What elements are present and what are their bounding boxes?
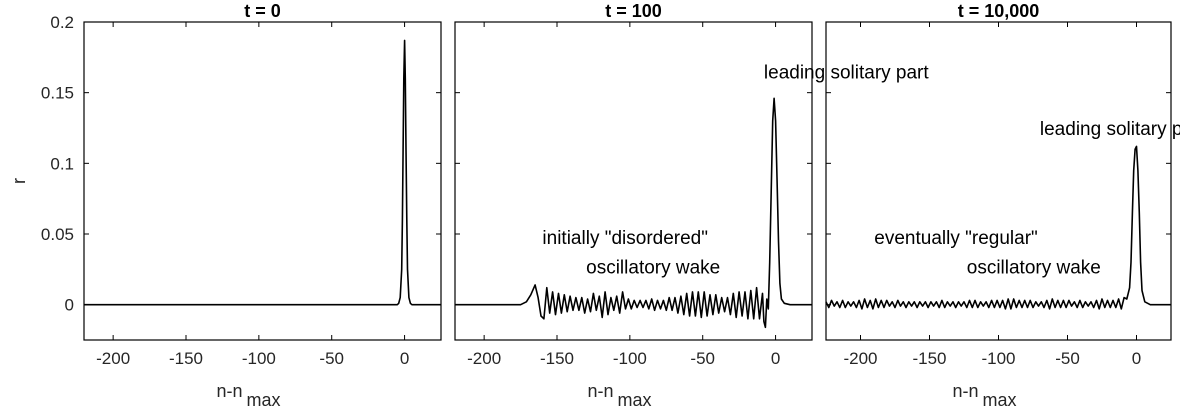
x-axis-label-main: n-n	[216, 381, 242, 401]
x-axis-label: n-n max	[952, 381, 1016, 410]
x-axis-label-subscript: max	[247, 390, 281, 410]
panel-3-annotation: eventually "regular"	[874, 228, 1037, 249]
x-tick-label: -150	[540, 349, 574, 368]
y-tick-label: 0.15	[41, 84, 74, 103]
x-axis-label-main: n-n	[952, 381, 978, 401]
panel-2-annotation: initially "disordered"	[542, 228, 708, 249]
panel-3-series-line	[825, 145, 1171, 310]
panel-3-annotation: oscillatory wake	[967, 258, 1101, 279]
x-tick-label: -200	[467, 349, 501, 368]
x-tick-label: 0	[1132, 349, 1141, 368]
x-tick-label: -150	[912, 349, 946, 368]
y-tick-label: 0.2	[50, 13, 74, 32]
panel-1-title: t = 0	[244, 1, 281, 21]
x-axis-label-main: n-n	[587, 381, 613, 401]
x-tick-label: 0	[771, 349, 780, 368]
panel-3-title: t = 10,000	[958, 1, 1040, 21]
x-tick-label: 0	[400, 349, 409, 368]
y-tick-label: 0	[65, 296, 74, 315]
panel-2-frame	[454, 21, 813, 341]
y-tick-label: 0.1	[50, 154, 74, 173]
x-axis-label-subscript: max	[618, 390, 652, 410]
y-tick-label: 0.05	[41, 225, 74, 244]
panel-1-frame	[83, 21, 442, 341]
panel-1-series-line	[84, 39, 441, 306]
x-tick-label: -100	[613, 349, 647, 368]
x-tick-label: -50	[319, 349, 344, 368]
panel-2-title: t = 100	[605, 1, 662, 21]
panel-2-annotation: leading solitary part	[764, 63, 929, 84]
x-tick-label: -100	[242, 349, 276, 368]
x-tick-label: -50	[690, 349, 715, 368]
panel-2-annotation: oscillatory wake	[586, 258, 720, 279]
x-tick-label: -100	[981, 349, 1015, 368]
x-axis-label: n-n max	[587, 381, 651, 410]
x-tick-label: -200	[96, 349, 130, 368]
x-axis-label: n-n max	[216, 381, 280, 410]
panel-3-annotation: leading solitary part	[1040, 119, 1180, 140]
x-tick-label: -200	[843, 349, 877, 368]
y-axis-label: r	[9, 178, 29, 184]
x-axis-label-subscript: max	[983, 390, 1017, 410]
x-tick-label: -150	[169, 349, 203, 368]
x-tick-label: -50	[1055, 349, 1080, 368]
panel-2-series-line	[455, 97, 812, 329]
